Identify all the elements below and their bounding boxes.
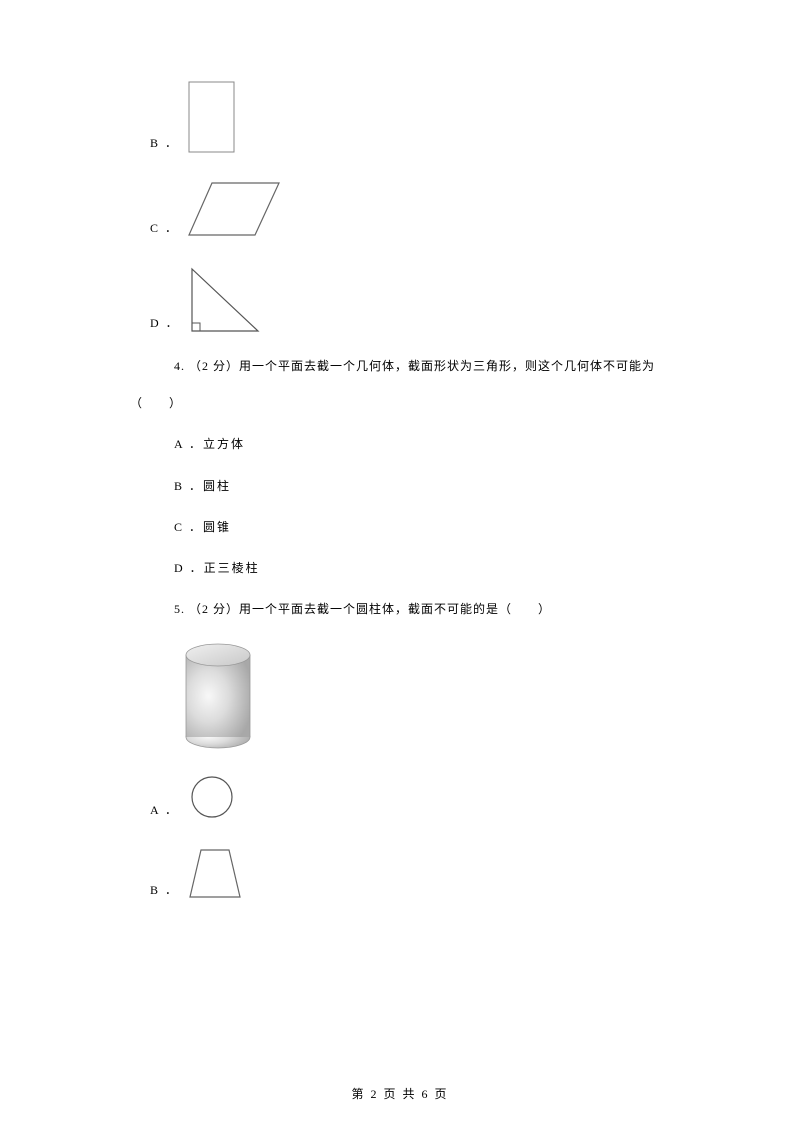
question-4: 4. （2 分）用一个平面去截一个几何体，截面形状为三角形，则这个几何体不可能为 [150, 357, 670, 376]
q4-option-d: D ．正三棱柱 [150, 559, 670, 578]
cylinder-icon [178, 637, 258, 752]
option-b-label: B ． [150, 134, 179, 155]
q4-text: 4. （2 分）用一个平面去截一个几何体，截面形状为三角形，则这个几何体不可能为 [174, 359, 655, 373]
option-d-shape: D ． [150, 265, 670, 335]
question-5: 5. （2 分）用一个平面去截一个圆柱体，截面不可能的是（ ） [150, 600, 670, 619]
trapezoid-icon [187, 847, 247, 902]
q4-paren: （ ） [130, 394, 670, 413]
circle-icon [187, 772, 237, 822]
cylinder-figure [178, 637, 670, 752]
q5-b-label: B ． [150, 881, 179, 902]
q4-option-a: A ．立方体 [150, 435, 670, 454]
q5-option-b: B ． [150, 847, 670, 902]
rectangle-icon [187, 80, 237, 155]
q4-option-c: C ．圆锥 [150, 518, 670, 537]
q5-option-a: A ． [150, 772, 670, 822]
parallelogram-icon [187, 180, 282, 240]
option-c-label: C ． [150, 219, 179, 240]
page-footer: 第 2 页 共 6 页 [0, 1085, 800, 1102]
q4-option-b: B ．圆柱 [150, 477, 670, 496]
right-triangle-icon [188, 265, 263, 335]
option-c-shape: C ． [150, 180, 670, 240]
option-d-label: D ． [150, 314, 180, 335]
page-content: B ． C ． D ． 4. （2 分）用一个平面去截一个几何体，截面形状为三角… [0, 0, 800, 902]
q5-a-label: A ． [150, 801, 179, 822]
option-b-shape: B ． [150, 80, 670, 155]
